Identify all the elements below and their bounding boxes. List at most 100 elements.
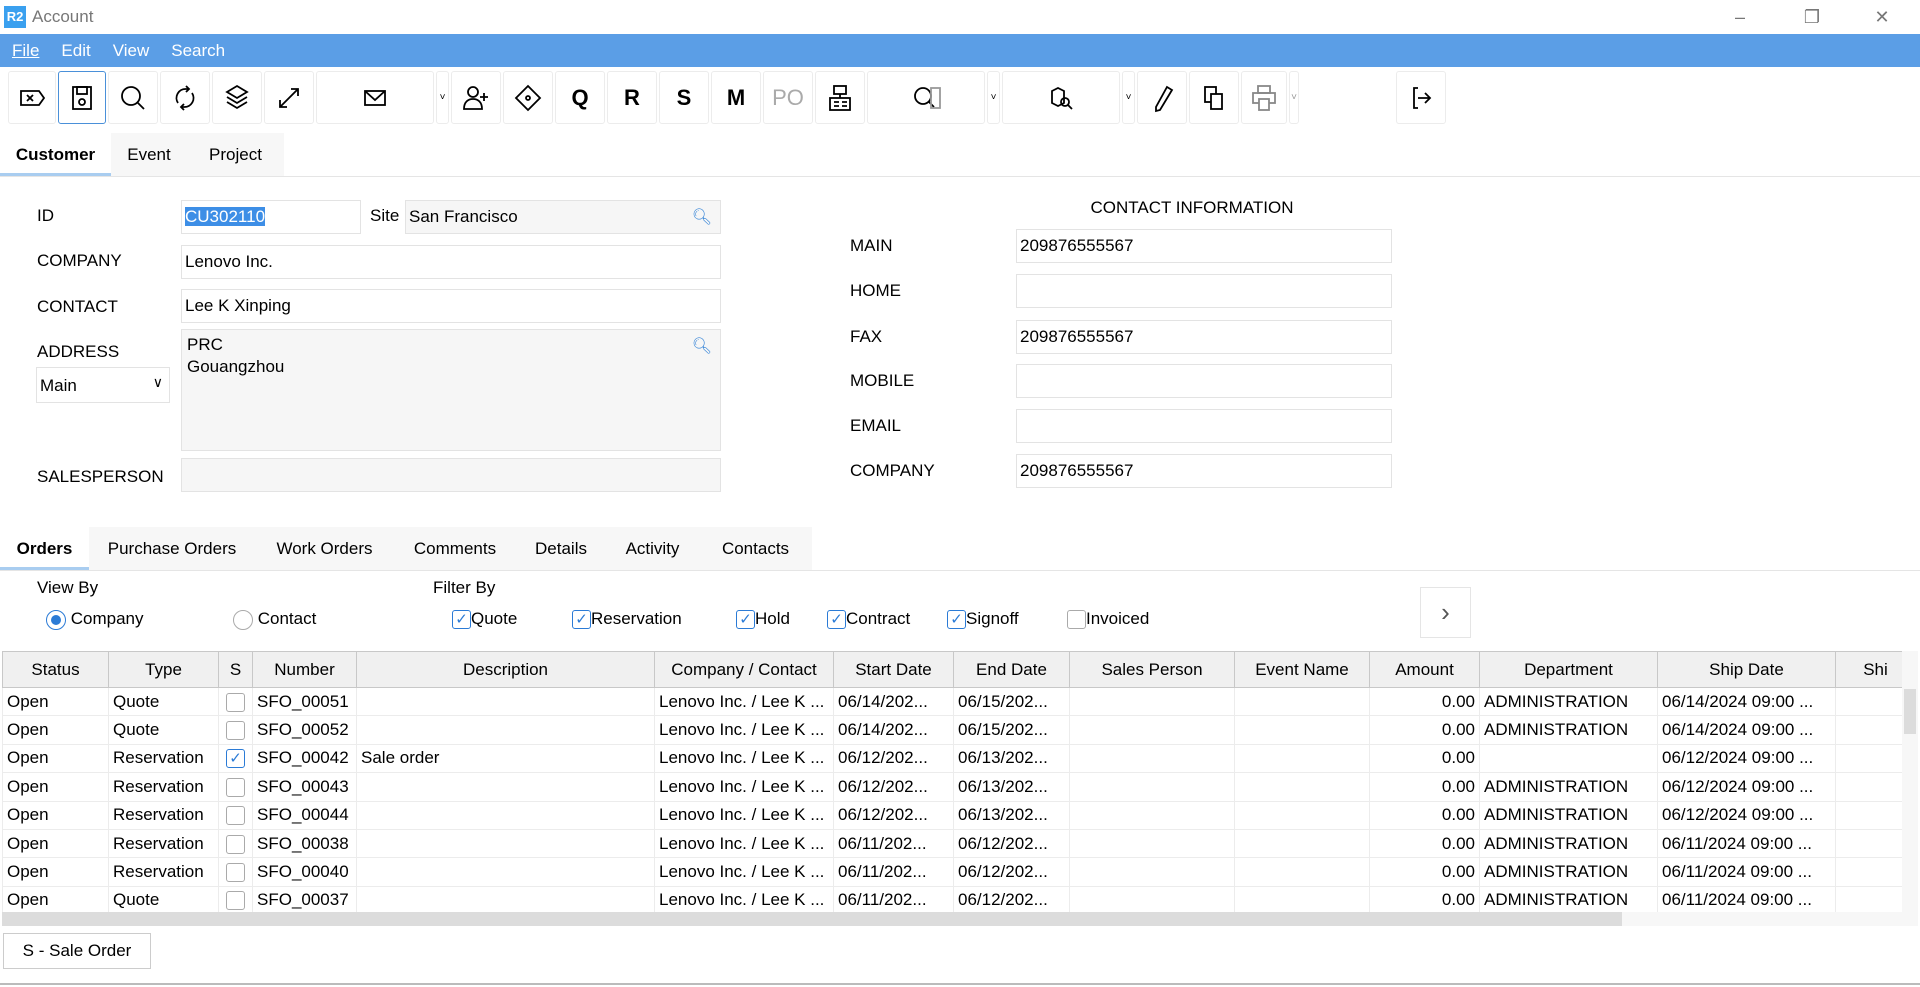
site-search-icon[interactable]: 🔍︎ [691,209,712,226]
print-button[interactable] [1241,71,1287,124]
contact-fax-field[interactable]: 209876555567 [1016,320,1392,354]
table-row[interactable]: Open Quote SFO_00052 Lenovo Inc. / Lee K ..… [2,715,1916,745]
inventory-search-button[interactable] [1002,71,1120,124]
inventory-search-dropdown[interactable]: ˅ [1122,71,1135,124]
minimize-button[interactable]: – [1734,7,1745,27]
column-header[interactable]: End Date [953,651,1070,688]
ticket-button[interactable] [503,71,553,124]
sale-order-cell[interactable] [218,800,253,830]
filter-invoiced-checkbox[interactable]: Invoiced [1067,609,1149,630]
filter-contract-checkbox[interactable]: ✓ Contract [827,609,910,630]
print-dropdown[interactable]: ˅ [1289,71,1299,124]
sale-order-cell[interactable] [218,857,253,887]
table-row[interactable]: Open Quote SFO_00051 Lenovo Inc. / Lee K ..… [2,686,1916,717]
tab-work-orders[interactable]: Work Orders [255,527,394,570]
view-by-contact-radio[interactable]: Contact [233,609,316,630]
copy-button[interactable] [1189,71,1239,124]
scrollbar-thumb[interactable] [2,912,1622,926]
tab-details[interactable]: Details [516,527,606,570]
sale-order-cell[interactable] [218,885,253,916]
column-header[interactable]: Amount [1369,651,1480,688]
column-header[interactable]: Company / Contact [654,651,834,688]
contact-home-field[interactable] [1016,274,1392,308]
tab-contacts[interactable]: Contacts [699,527,812,570]
tab-orders[interactable]: Orders [0,527,89,570]
column-header[interactable]: S [218,651,253,688]
column-header[interactable]: Sales Person [1069,651,1235,688]
table-row[interactable]: Open Quote SFO_00037 Lenovo Inc. / Lee K ..… [2,885,1916,916]
organization-button[interactable] [815,71,865,124]
filter-signoff-checkbox[interactable]: ✓ Signoff [947,609,1019,630]
tab-comments[interactable]: Comments [394,527,516,570]
next-arrow-button[interactable]: › [1420,587,1471,638]
menu-search[interactable]: Search [171,40,226,60]
horizontal-scrollbar[interactable] [2,912,1902,926]
tab-project[interactable]: Project [187,133,284,176]
contact-email-field[interactable] [1016,409,1392,443]
salesperson-field[interactable] [181,458,721,492]
add-contact-button[interactable] [451,71,501,124]
save-button[interactable] [58,71,106,124]
column-header[interactable]: Department [1479,651,1658,688]
expand-button[interactable] [264,71,314,124]
email-button[interactable] [316,71,434,124]
quote-button[interactable]: Q [555,71,605,124]
email-dropdown[interactable]: ˅ [436,71,449,124]
menu-edit[interactable]: Edit [61,40,91,60]
sale-order-legend-button[interactable]: S - Sale Order [3,933,151,969]
sale-order-button[interactable]: S [659,71,709,124]
column-header[interactable]: Start Date [833,651,954,688]
id-field[interactable]: CU302110 [181,200,361,234]
menu-file[interactable]: File [12,40,40,60]
sale-order-cell[interactable]: ✓ [218,743,253,774]
layers-button[interactable] [212,71,262,124]
restore-button[interactable]: ❐ [1803,7,1821,27]
address-type-select[interactable]: Main ∨ [36,367,170,403]
m-button[interactable]: M [711,71,761,124]
site-field[interactable]: San Francisco 🔍︎ [405,200,721,234]
table-row[interactable]: Open Reservation SFO_00043 Lenovo Inc. / Le… [2,772,1916,802]
contact-main-field[interactable]: 209876555567 [1016,229,1392,263]
filter-hold-checkbox[interactable]: ✓ Hold [736,609,790,630]
table-row[interactable]: Open Reservation SFO_00038 Lenovo Inc. / Le… [2,828,1916,859]
vertical-scrollbar[interactable] [1902,651,1918,926]
contact-mobile-field[interactable] [1016,364,1392,398]
menu-view[interactable]: View [112,40,150,60]
contact-company-field[interactable]: 209876555567 [1016,454,1392,488]
sale-order-cell[interactable] [218,772,253,802]
clear-button[interactable] [8,71,56,124]
company-field[interactable]: Lenovo Inc. [181,245,721,279]
filter-reservation-checkbox[interactable]: ✓ Reservation [572,609,682,630]
table-row[interactable]: Open Reservation SFO_00040 Lenovo Inc. / Le… [2,857,1916,887]
sale-order-cell[interactable] [218,686,253,717]
exit-button[interactable] [1396,71,1446,124]
document-search-button[interactable] [867,71,985,124]
column-header[interactable]: Type [108,651,219,688]
column-header[interactable]: Number [252,651,357,688]
tab-purchase-orders[interactable]: Purchase Orders [89,527,255,570]
edit-button[interactable] [1137,71,1187,124]
address-search-icon[interactable]: 🔍︎ [691,338,712,355]
tab-activity[interactable]: Activity [606,527,699,570]
column-header[interactable]: Ship Date [1657,651,1836,688]
address-field[interactable]: PRC Gouangzhou 🔍︎ [181,329,721,451]
sale-order-cell[interactable] [218,828,253,859]
column-header[interactable]: Event Name [1234,651,1370,688]
column-header[interactable]: Status [2,651,109,688]
view-by-company-radio[interactable]: Company [46,609,144,630]
column-header[interactable]: Description [356,651,655,688]
contact-field[interactable]: Lee K Xinping [181,289,721,323]
sale-order-cell[interactable] [218,715,253,745]
table-row[interactable]: Open Reservation ✓ SFO_00042 Sale order Lenov… [2,743,1916,774]
scrollbar-thumb[interactable] [1904,689,1916,734]
document-search-dropdown[interactable]: ˅ [987,71,1000,124]
search-button[interactable] [108,71,158,124]
tab-customer[interactable]: Customer [0,133,111,176]
filter-quote-checkbox[interactable]: ✓ Quote [452,609,517,630]
table-row[interactable]: Open Reservation SFO_00044 Lenovo Inc. / Le… [2,800,1916,830]
close-button[interactable]: ✕ [1874,7,1890,27]
reservation-button[interactable]: R [607,71,657,124]
purchase-order-button[interactable]: PO [763,71,813,124]
refresh-button[interactable] [160,71,210,124]
tab-event[interactable]: Event [111,133,187,176]
